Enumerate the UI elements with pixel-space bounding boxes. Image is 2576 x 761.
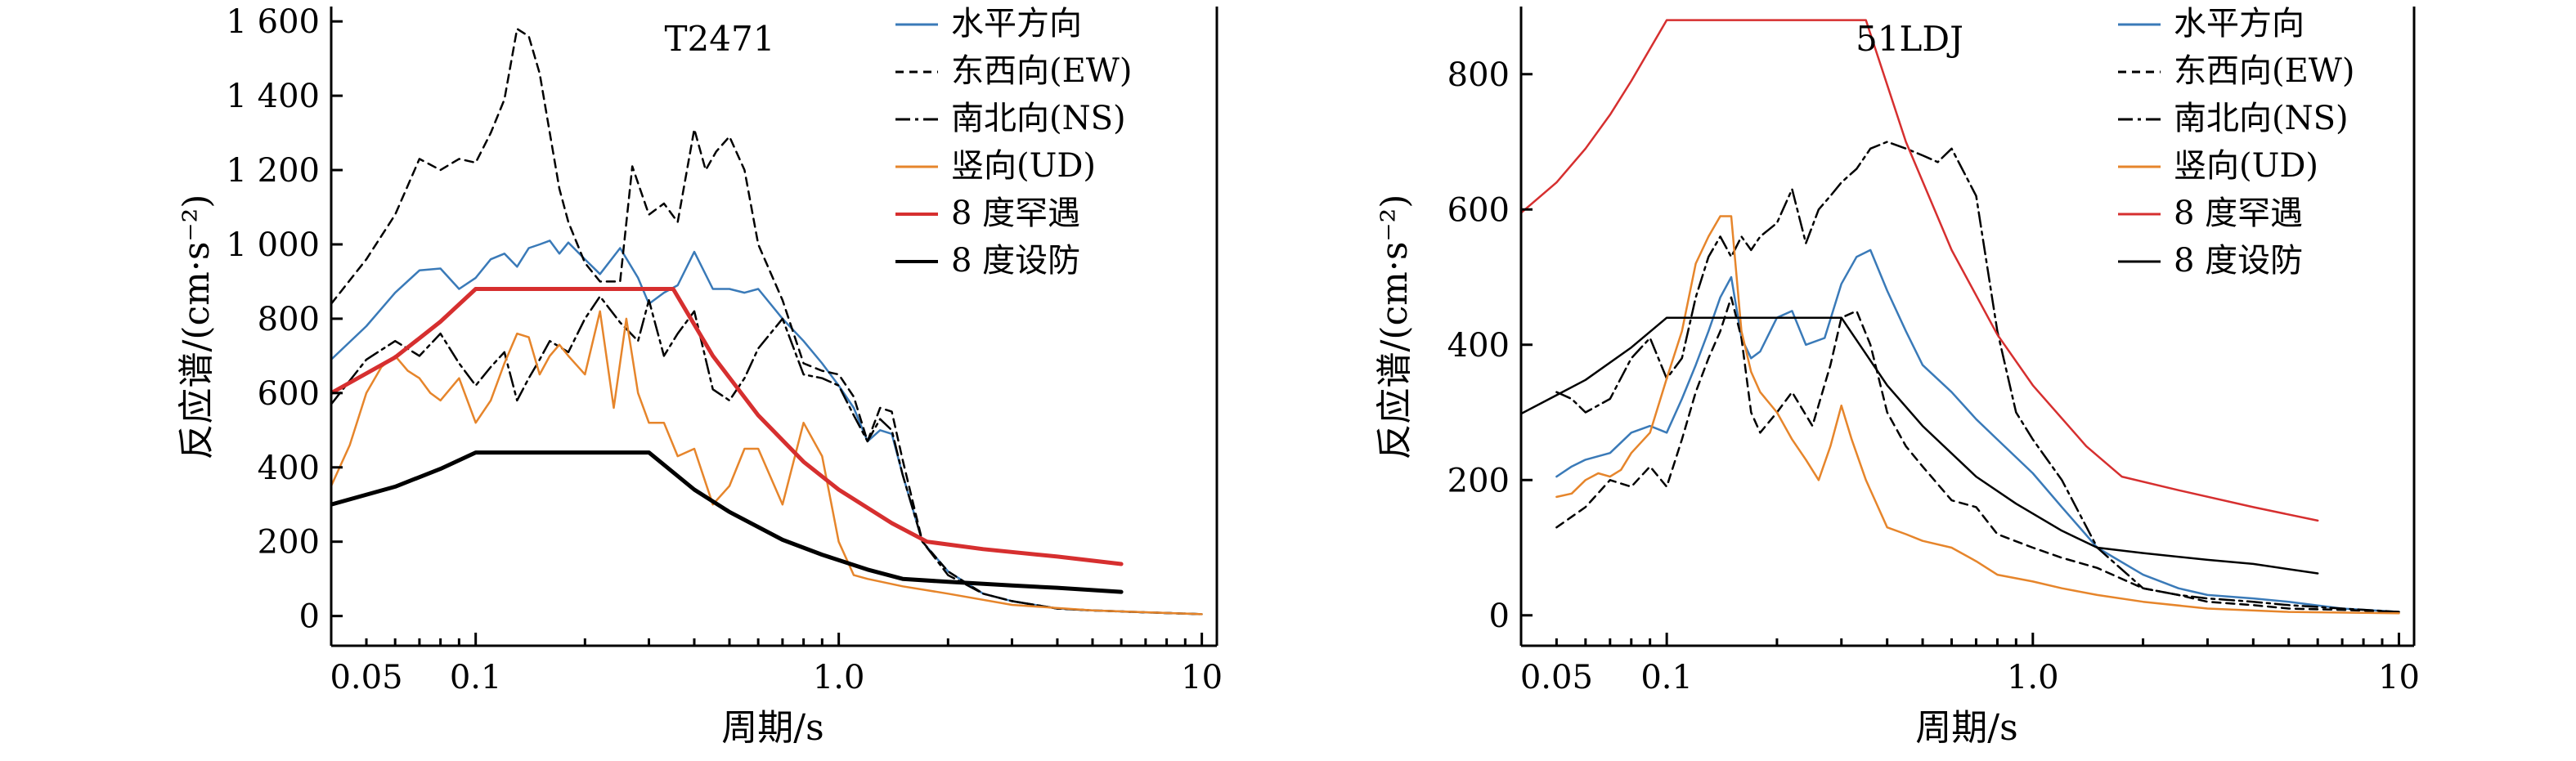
series-line-3 [331,310,1203,616]
legend-label-5: 8 度设防 [2174,242,2303,280]
legend-label-2: 南北向(NS) [2174,100,2349,137]
y-tick-label: 0 [1489,598,1510,635]
series-line-0 [1555,248,2400,613]
y-tick-label: 400 [1447,327,1510,365]
legend-label-0: 水平方向 [951,5,1082,43]
series-group [331,28,1203,616]
series-line-4 [331,287,1124,566]
panel-left-t2471: 0 200 400 600 800 1 000 1 200 1 400 1 600 0.05 0.1… [176,3,1223,749]
series-line-4 [1521,19,2319,522]
y-axis-label: 反应谱/(cm·s⁻²) [176,195,218,460]
y-tick-label: 800 [258,301,320,338]
y-tick-label: 200 [1447,462,1510,499]
y-tick-label: 800 [1447,56,1510,94]
y-axis-label: 反应谱/(cm·s⁻²) [1374,195,1416,460]
y-tick-label: 1 200 [226,152,320,190]
x-tick-label: 0.1 [450,659,502,696]
y-tick-label: 600 [258,375,320,413]
x-tick-label: 0.05 [1520,659,1593,696]
series-line-5 [331,450,1124,594]
x-tick-label: 1.0 [2007,659,2059,696]
y-tick-label: 1 600 [226,3,320,41]
panel-title: 51LDJ [1856,19,1963,59]
legend-label-4: 8 度罕遇 [2174,195,2303,232]
x-tick-label: 10 [2378,659,2420,696]
legend-label-4: 8 度罕遇 [951,195,1080,232]
y-tick-label: 1 000 [226,226,320,264]
legend-label-1: 东西向(EW) [951,52,1133,90]
panel-title: T2471 [665,19,775,59]
legend-label-1: 东西向(EW) [2174,52,2355,90]
series-line-1 [1555,296,2400,613]
x-tick-label: 1.0 [813,659,865,696]
series-line-2 [331,295,1203,616]
legend-label-0: 水平方向 [2174,5,2304,43]
y-tick-label: 600 [1447,191,1510,229]
x-axis-label: 周期/s [1915,707,2017,749]
legend-label-3: 竖向(UD) [951,147,1096,185]
legend-label-3: 竖向(UD) [2174,147,2318,185]
x-tick-label: 10 [1181,659,1223,696]
y-tick-label: 400 [258,450,320,487]
panel-right-51ldj: 0 200 400 600 800 0.05 0.1 1.0 10 周期/s 反应谱/(cm·s⁻²… [1374,5,2420,749]
legend-label-2: 南北向(NS) [951,100,1126,137]
series-group [1521,19,2400,615]
series-line-5 [1521,316,2319,575]
legend-label-5: 8 度设防 [951,242,1080,280]
x-tick-label: 0.1 [1640,659,1693,696]
series-line-2 [1555,141,2400,613]
series-line-3 [1555,215,2400,615]
x-axis-label: 周期/s [721,707,824,749]
y-tick-label: 1 400 [226,78,320,115]
y-tick-label: 0 [299,598,320,636]
y-tick-label: 200 [258,524,320,562]
series-line-1 [331,28,1203,616]
x-tick-label: 0.05 [330,659,402,696]
